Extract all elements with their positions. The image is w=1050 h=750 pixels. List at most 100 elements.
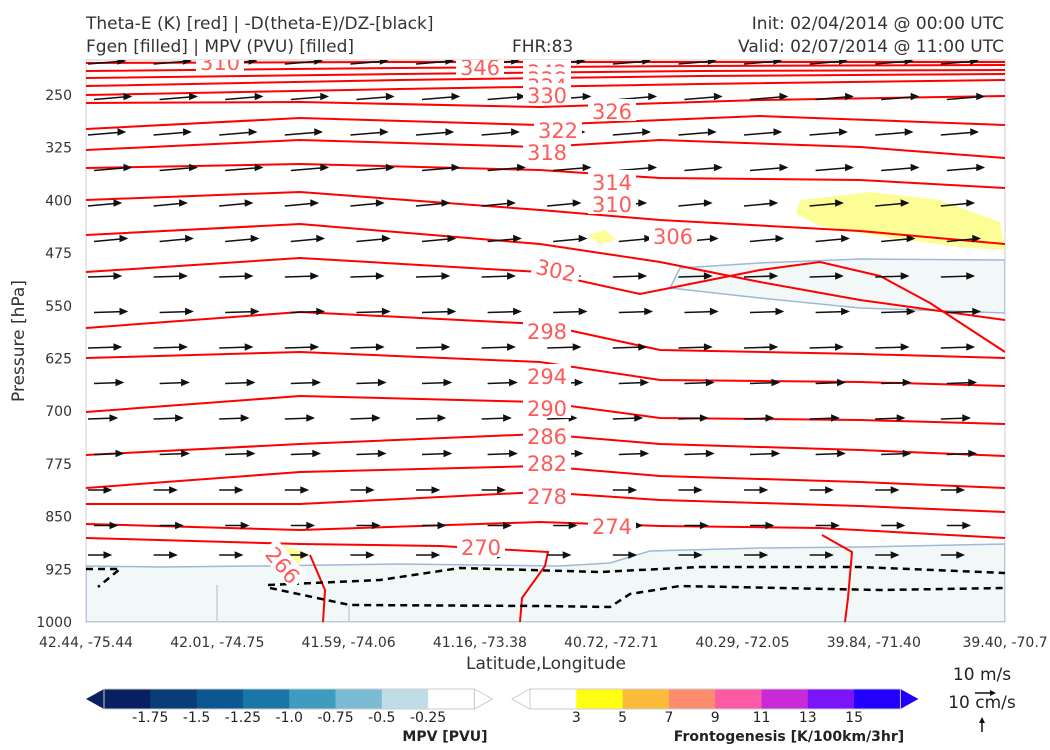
y-tick-label: 775 [45,457,72,473]
x-tick-label: 40.72, -72.71 [564,635,658,651]
wind-vector-head [705,378,715,387]
wind-vector-head [240,521,250,530]
wind-vector-head [244,272,254,280]
wind-vector-head [644,307,654,316]
wind-vector-head [976,92,986,101]
wind-vector-head [365,486,375,494]
wind-vector-head [831,414,840,422]
wind-vector-head [240,414,250,422]
wind-vector-head [705,449,715,458]
mpv-colorbar-tick: -1.0 [276,710,303,726]
wind-vector-head [699,521,709,530]
wind-vector-head [185,307,194,316]
wind-vector-head [507,272,516,280]
y-tick-label: 400 [45,193,72,209]
wind-vector-head [451,92,461,101]
wind-vector-head [572,199,582,207]
contour-label: 330 [527,84,567,108]
valid-time: Valid: 02/07/2014 @ 11:00 UTC [738,37,1004,57]
wind-vector-head [371,521,381,530]
wind-vector-head [300,486,310,494]
mpv-region-low-levels [86,543,1005,622]
wind-vector-head [841,234,850,243]
wind-vector-head [509,378,518,387]
wind-vector-head [640,449,650,458]
wind-vector-head [365,551,375,559]
wind-vector-head [775,234,785,243]
contour-label: 290 [527,397,567,421]
wind-vector-head [648,92,658,101]
wind-vector-head [968,449,978,458]
wind-vector-head [381,234,391,243]
init-time: Init: 02/04/2014 @ 00:00 UTC [751,14,1004,34]
wind-vector-head [572,343,582,351]
wind-vector-head [825,486,834,494]
wind-vector-head [900,272,910,280]
fgen-colorbar-segment [761,689,809,709]
y-tick-label: 850 [45,510,72,526]
mpv-colorbar-segment [196,689,244,709]
contour-label: 274 [592,515,632,539]
wind-vector-head [638,199,648,207]
wind-vector-head [511,128,520,136]
wind-vector-head [431,486,441,494]
wind-vector-head [835,272,844,280]
wind-vector-head [316,307,326,316]
wind-vector-head [113,272,123,280]
wind-vector-head [910,163,920,172]
fgen-colorbar-segment [576,689,624,709]
wind-vector-head [179,343,188,351]
y-tick-label: 1000 [36,615,72,631]
wind-vector-head [779,163,789,172]
wind-vector-head [699,414,709,422]
wind-vector-head [769,343,779,351]
fgen-colorbar-segment [530,689,577,709]
contour-label: 270 [461,536,501,560]
quiver-key-vertical: 10 cm/s [948,693,1016,713]
wind-vector-head [113,199,123,207]
wind-vector-head [644,234,654,243]
wind-vector-head [837,378,846,387]
mpv-colorbar-segment [381,689,429,709]
wind-vector-head [968,378,978,387]
wind-vector-head [642,60,652,65]
wind-vector-head [576,60,586,65]
fgen-colorbar-tick: 15 [845,710,863,726]
wind-vector-head [250,234,260,243]
wind-vector-head [109,521,119,530]
wind-vector-head [175,414,184,422]
wind-vector-head [707,128,717,136]
wind-vector-head [183,128,192,136]
x-tick-label: 40.29, -72.05 [695,635,789,651]
wind-vector-head [312,378,322,387]
wind-vector-head [904,60,914,65]
wind-vector-head [900,199,910,207]
fgen-colorbar-title: Frontogenesis [K/100km/3hr] [674,729,904,745]
contour-label: 322 [538,119,578,143]
wind-vector-head [759,551,769,559]
fgen-region-upper [796,192,1005,250]
wind-vector-head [310,199,320,207]
wind-vector-head [103,486,113,494]
mpv-colorbar-min-extend [86,689,104,709]
wind-vector-head [773,128,783,136]
wind-vector-head [314,128,324,136]
wind-vector-head [638,343,648,351]
fgen-colorbar-tick: 5 [618,710,627,726]
fgen-colorbar-segment [668,689,716,709]
wind-vector-head [773,60,783,65]
wind-vector-head [972,307,982,316]
fgen-colorbar-segment [715,689,762,709]
fgen-colorbar-max-extend [900,689,919,709]
wind-vector-head [825,551,834,559]
wind-vector-head [379,128,389,136]
wind-vector-head [966,199,976,207]
wind-vector-head [244,343,254,351]
wind-vector-head [169,551,178,559]
wind-vector-head [381,307,391,316]
wind-vector-head [513,234,522,243]
wind-vector-head [320,92,330,101]
wind-vector-head [441,272,451,280]
wind-vector-head [709,234,719,243]
fgen-colorbar-tick: 11 [753,710,771,726]
